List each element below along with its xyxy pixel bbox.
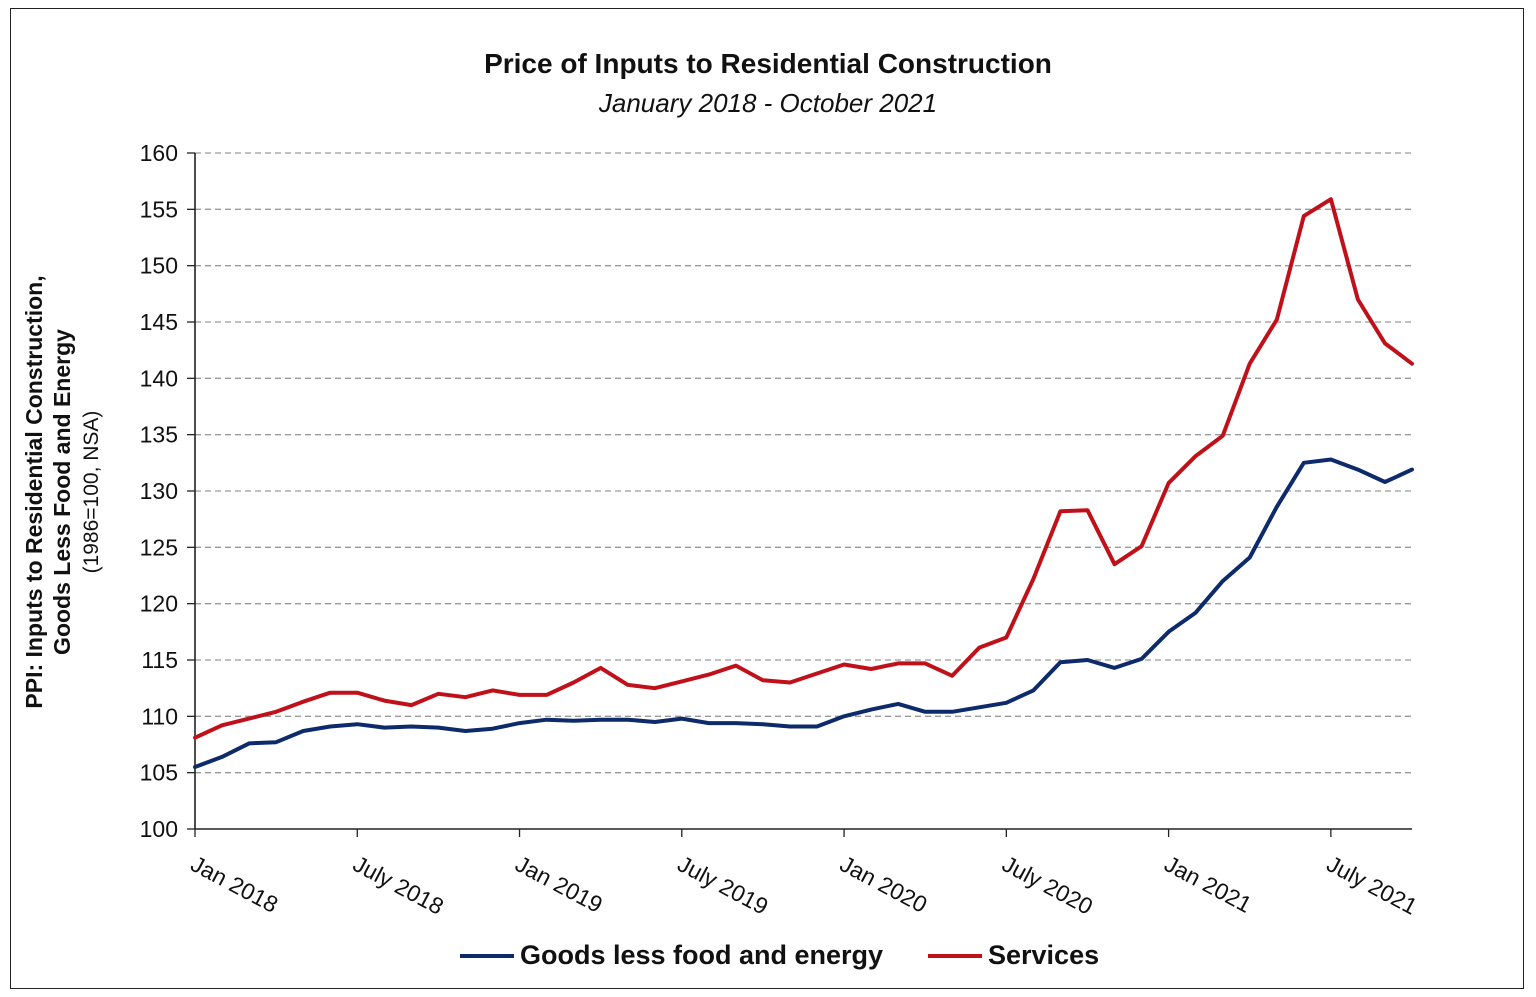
chart-frame [10, 8, 1524, 989]
y-tick-label-160: 160 [140, 140, 178, 166]
legend-swatch-goods [460, 953, 514, 958]
y-tick-labels: 100 105 110 115 120 125 130 135 140 145 150 155 160 [140, 140, 178, 842]
x-tick-label-5: July 2020 [998, 850, 1097, 919]
y-axis-label-unit: (1986=100, NSA) [80, 411, 103, 574]
x-tick-label-0: Jan 2018 [187, 850, 283, 917]
y-tick-label-105: 105 [140, 760, 178, 786]
chart-subtitle: January 2018 - October 2021 [598, 88, 938, 118]
x-tick-label-6: Jan 2021 [1160, 850, 1256, 917]
y-tick-label-150: 150 [140, 253, 178, 279]
y-axis-label-line-2: Goods Less Food and Energy [49, 329, 75, 655]
y-tick-label-155: 155 [140, 196, 178, 222]
x-tick-labels: Jan 2018 July 2018 Jan 2019 July 2019 Jan 20… [187, 850, 1422, 919]
y-tick-label-135: 135 [140, 422, 178, 448]
legend-item-services: Services [928, 940, 1099, 971]
series-lines [193, 197, 1414, 769]
legend-swatch-services [928, 953, 982, 958]
x-tick-label-3: July 2019 [673, 850, 772, 919]
x-tick-label-2: Jan 2019 [511, 850, 607, 917]
axes [187, 152, 1412, 837]
y-tick-label-130: 130 [140, 478, 178, 504]
x-tick-label-1: July 2018 [349, 850, 448, 919]
legend-label-services: Services [988, 940, 1100, 970]
chart-title: Price of Inputs to Residential Construct… [484, 48, 1052, 79]
x-tick-label-4: Jan 2020 [836, 850, 932, 917]
series-line-0 [193, 457, 1414, 769]
y-axis-label: PPI: Inputs to Residential Construction,… [21, 275, 103, 708]
x-tick-label-7: July 2021 [1323, 850, 1422, 919]
y-tick-label-120: 120 [140, 591, 178, 617]
y-tick-label-110: 110 [141, 703, 178, 729]
legend-item-goods: Goods less food and energy [460, 940, 883, 971]
y-axis-label-line-1: PPI: Inputs to Residential Construction, [21, 275, 47, 708]
y-tick-label-125: 125 [140, 534, 178, 560]
series-line-1 [193, 197, 1414, 740]
legend-label-goods: Goods less food and energy [520, 940, 884, 970]
y-tick-label-145: 145 [140, 309, 178, 335]
gridlines [195, 152, 1412, 774]
y-tick-label-140: 140 [140, 365, 178, 391]
legend: Goods less food and energy Services [0, 940, 1536, 976]
y-tick-label-115: 115 [141, 647, 178, 673]
y-tick-label-100: 100 [140, 816, 178, 842]
